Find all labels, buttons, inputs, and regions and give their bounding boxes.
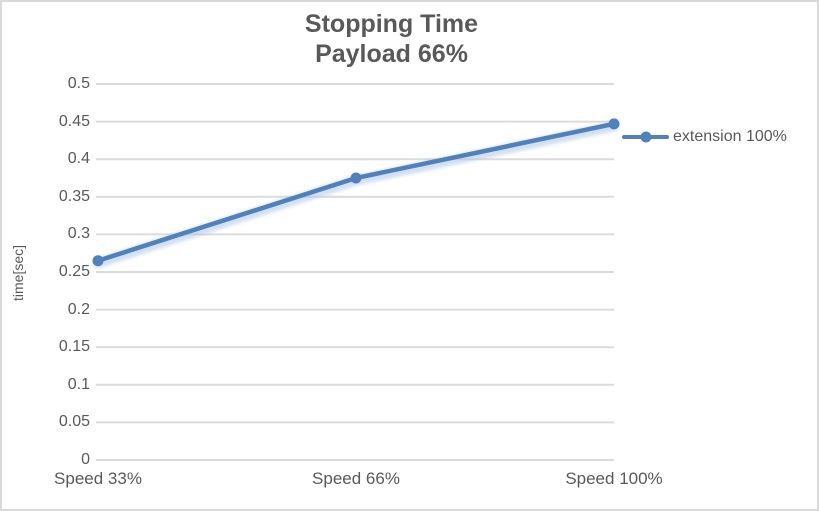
legend-item-label: extension 100% (673, 128, 787, 145)
y-tick-label: 0.15 (58, 338, 90, 356)
y-tick-label: 0.45 (58, 112, 90, 130)
y-tick-label: 0.25 (58, 263, 90, 280)
data-point-marker (350, 172, 362, 184)
legend-dot-icon (640, 131, 651, 143)
y-tick-label: 0.05 (58, 413, 90, 431)
y-tick-label: 0.3 (67, 225, 90, 243)
legend: extension 100% (622, 128, 787, 146)
y-tick-label: 0.2 (67, 300, 90, 318)
y-tick-label: 0.35 (58, 187, 90, 205)
y-tick-label: 0 (81, 451, 90, 468)
y-tick-label: 0.4 (67, 150, 90, 168)
chart-subtitle: Payload 66% (315, 40, 468, 68)
legend-line-marker-icon (622, 131, 669, 143)
chart-title: Stopping Time (304, 10, 479, 38)
y-tick-label: 0.1 (67, 375, 90, 393)
data-point-marker (92, 255, 104, 267)
x-tick-label: Speed 66% (312, 469, 400, 488)
x-tick-label: Speed 100% (565, 469, 663, 488)
y-tick-label: 0.5 (67, 75, 90, 92)
data-point-marker (608, 118, 620, 130)
x-tick-label: Speed 33% (54, 469, 142, 488)
chart-title-block: Stopping Time Payload 66% (2, 9, 817, 69)
series-line-shadow (93, 121, 619, 269)
